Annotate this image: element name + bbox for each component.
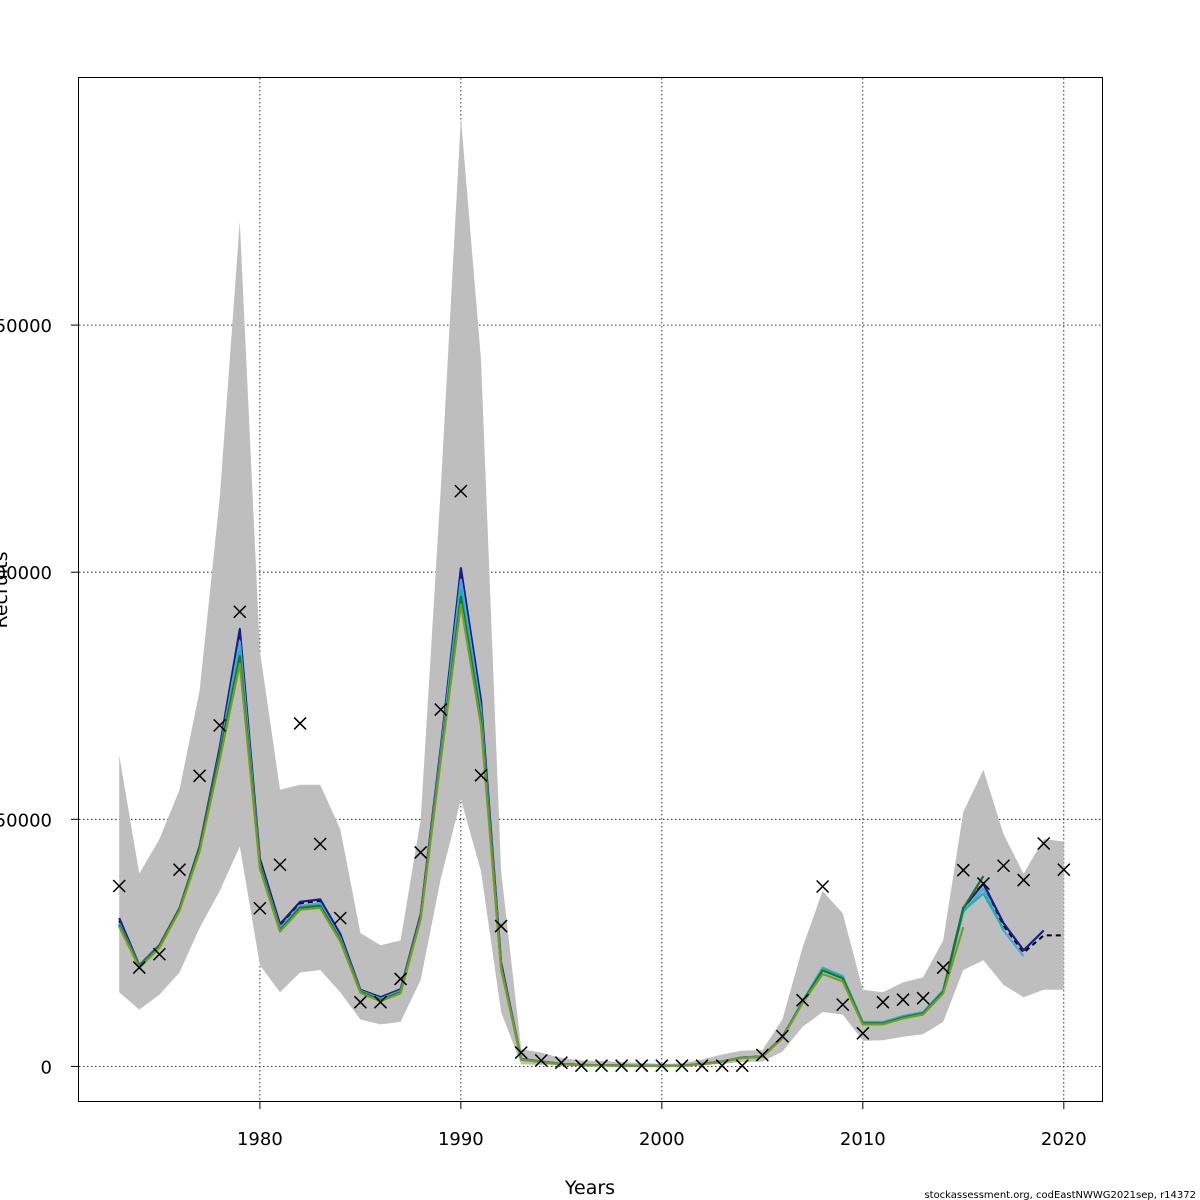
observation-point-1975 xyxy=(152,947,166,961)
y-tick-label-150000: 150000 xyxy=(0,316,52,337)
observation-point-2018 xyxy=(1017,873,1031,887)
x-axis: 1980 1990 2000 2010 2020 xyxy=(237,1101,1087,1150)
observation-point-1977 xyxy=(193,769,207,783)
x-axis-title: Years xyxy=(564,1177,615,1199)
observation-point-1974 xyxy=(132,961,146,975)
observation-point-1989 xyxy=(434,703,448,717)
observation-point-1988 xyxy=(414,845,428,859)
observation-point-1994 xyxy=(534,1053,548,1068)
series-lines xyxy=(118,567,1064,1068)
observation-point-1978 xyxy=(213,718,227,732)
observation-point-1999 xyxy=(635,1059,649,1073)
y-axis-title: Recruits xyxy=(0,552,12,629)
observation-point-1993 xyxy=(514,1046,528,1060)
observation-point-2007 xyxy=(796,993,810,1007)
observation-point-1992 xyxy=(494,919,508,933)
observation-point-1996 xyxy=(574,1059,588,1073)
observation-point-2000 xyxy=(655,1059,669,1073)
observation-point-1981 xyxy=(273,858,287,872)
observation-markers xyxy=(112,484,1071,1073)
observation-point-1980 xyxy=(253,901,267,915)
observation-point-1973 xyxy=(112,879,126,893)
y-tick-label-0: 0 xyxy=(41,1057,52,1078)
x-tick-label-1990: 1990 xyxy=(438,1129,484,1150)
x-tick-label-2010: 2010 xyxy=(840,1129,886,1150)
confidence-band xyxy=(119,117,1064,1067)
confidence-band-area xyxy=(119,117,1064,1067)
observation-point-2009 xyxy=(836,998,850,1012)
y-tick-label-100000: 100000 xyxy=(0,563,52,584)
observation-point-1987 xyxy=(394,972,408,986)
observation-point-2012 xyxy=(896,993,910,1007)
x-tick-label-1980: 1980 xyxy=(237,1129,283,1150)
observation-point-1985 xyxy=(353,995,367,1009)
observation-point-2005 xyxy=(755,1048,769,1062)
y-axis: 0 50000 100000 150000 xyxy=(0,316,79,1078)
observation-point-1979 xyxy=(233,605,247,619)
observation-point-2011 xyxy=(876,995,890,1009)
observation-point-1990 xyxy=(454,484,468,498)
observation-point-1991 xyxy=(474,768,488,782)
observation-point-2002 xyxy=(695,1059,709,1073)
observation-point-1976 xyxy=(172,863,187,877)
observation-point-1982 xyxy=(293,716,307,730)
observation-point-2003 xyxy=(715,1059,729,1073)
observation-point-1997 xyxy=(595,1059,609,1073)
observation-point-2006 xyxy=(775,1029,789,1043)
observation-point-2019 xyxy=(1037,836,1051,851)
observation-point-2001 xyxy=(675,1059,689,1073)
y-tick-label-50000: 50000 xyxy=(0,810,52,831)
observation-point-1995 xyxy=(554,1056,568,1070)
x-tick-label-2000: 2000 xyxy=(639,1129,685,1150)
observation-point-2004 xyxy=(735,1059,749,1073)
observation-point-2017 xyxy=(996,859,1011,873)
observation-point-2010 xyxy=(856,1026,870,1040)
x-tick-label-2020: 2020 xyxy=(1041,1129,1087,1150)
series-line-6 xyxy=(118,603,965,1068)
observation-point-2014 xyxy=(936,961,950,975)
observation-point-2008 xyxy=(816,879,830,894)
observation-point-1984 xyxy=(333,911,347,925)
observation-point-2013 xyxy=(916,991,930,1005)
credit-text: stockassessment.org, codEastNWWG2021sep,… xyxy=(924,1190,1196,1200)
plot-frame xyxy=(78,77,1103,1102)
observation-point-2016 xyxy=(976,877,990,891)
observation-point-1986 xyxy=(373,995,388,1009)
observation-point-1998 xyxy=(615,1059,629,1073)
observation-point-1983 xyxy=(313,837,327,851)
observation-point-2020 xyxy=(1057,863,1071,877)
observation-point-2015 xyxy=(956,863,970,877)
